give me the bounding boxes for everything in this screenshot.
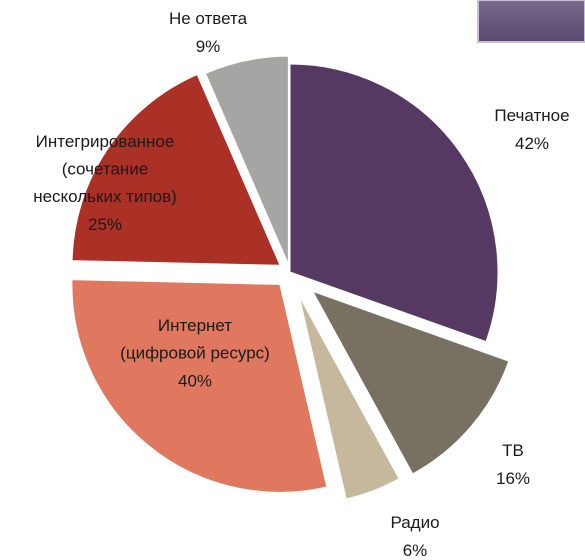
slice-label: ТВ xyxy=(502,441,524,460)
value-label: 6% xyxy=(403,541,428,560)
pie-slice xyxy=(311,290,510,475)
slice-label: Интегрированное (сочетание нескольких типо… xyxy=(33,132,177,206)
value-label: 40% xyxy=(178,371,212,390)
decor-box xyxy=(477,0,585,43)
slice-label: Печатное xyxy=(494,106,569,125)
pie-slice xyxy=(204,55,289,265)
pie-slice xyxy=(289,63,499,343)
slice-label: Интернет (цифровой ресурс) xyxy=(120,316,270,363)
slice-label: Радио xyxy=(390,513,439,532)
slice-label: Не ответа xyxy=(169,9,248,28)
pie-slice xyxy=(298,296,400,500)
value-label: 25% xyxy=(88,215,122,234)
value-label: 9% xyxy=(196,37,221,56)
value-label: 16% xyxy=(496,469,530,488)
pie-slice xyxy=(71,73,281,266)
value-label: 42% xyxy=(515,134,549,153)
pie-slice xyxy=(71,279,328,493)
